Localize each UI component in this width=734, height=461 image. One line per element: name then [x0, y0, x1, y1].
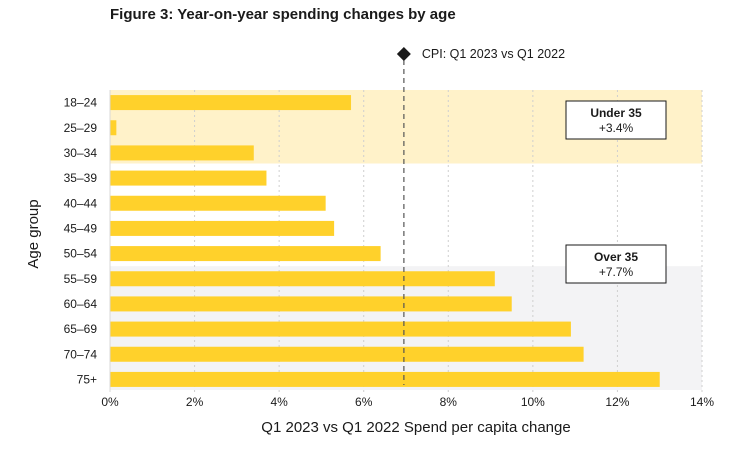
bar	[110, 170, 267, 186]
group-annotation-box	[565, 244, 667, 284]
reference-label: CPI: Q1 2023 vs Q1 2022	[422, 47, 565, 61]
y-tick-label: 30–34	[64, 146, 98, 160]
y-tick-label: 25–29	[64, 121, 98, 135]
bar	[110, 371, 660, 387]
y-tick-label: 35–39	[64, 171, 98, 185]
bar	[110, 195, 326, 211]
group-annotation-box	[565, 100, 667, 140]
bar	[110, 246, 381, 262]
bar	[110, 95, 352, 111]
bar	[110, 296, 512, 312]
y-tick-label: 45–49	[64, 221, 98, 235]
chart-title: Figure 3: Year-on-year spending changes …	[110, 6, 456, 23]
x-tick-label: 6%	[355, 395, 373, 409]
x-tick-label: 0%	[101, 395, 119, 409]
y-tick-label: 55–59	[64, 272, 98, 286]
x-axis-label: Q1 2023 vs Q1 2022 Spend per capita chan…	[261, 419, 570, 436]
bar	[110, 145, 254, 161]
x-tick-label: 14%	[690, 395, 714, 409]
y-tick-label: 60–64	[64, 297, 98, 311]
y-axis-label: Age group	[25, 199, 42, 268]
x-tick-label: 10%	[521, 395, 545, 409]
y-tick-label: 70–74	[64, 347, 98, 361]
reference-marker	[396, 47, 411, 61]
y-tick-label: 18–24	[64, 96, 98, 110]
y-tick-label: 50–54	[64, 247, 98, 261]
group-annotation-title: Under 35	[590, 106, 642, 120]
group-annotation-title: Over 35	[594, 250, 638, 264]
bar	[110, 346, 584, 362]
y-tick-label: 40–44	[64, 196, 98, 210]
x-tick-label: 4%	[270, 395, 288, 409]
bar	[110, 321, 571, 337]
x-tick-label: 12%	[605, 395, 629, 409]
bar	[110, 220, 335, 236]
group-annotation-value: +3.4%	[599, 121, 634, 135]
x-tick-label: 8%	[440, 395, 458, 409]
bar	[110, 120, 117, 136]
x-tick-label: 2%	[186, 395, 204, 409]
group-annotation-value: +7.7%	[599, 265, 634, 279]
bar	[110, 271, 495, 287]
y-tick-label: 75+	[77, 372, 97, 386]
y-tick-label: 65–69	[64, 322, 98, 336]
